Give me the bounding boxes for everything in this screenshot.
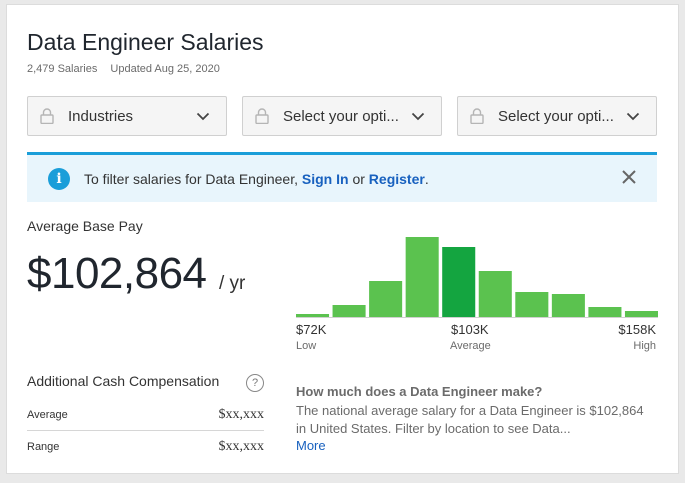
row-divider: [27, 430, 264, 431]
average-base-pay-label: Average Base Pay: [27, 218, 143, 234]
industries-dropdown[interactable]: Industries: [27, 96, 227, 136]
row-value: $xx,xxx: [218, 439, 265, 454]
tick-average-label: Average: [450, 340, 491, 352]
register-link[interactable]: Register: [368, 170, 425, 187]
row-label: Range: [27, 441, 60, 453]
info-icon: i: [48, 167, 70, 190]
tick-average-value: $103K: [451, 322, 489, 337]
histogram-bar: [369, 281, 403, 317]
updated-date: Updated Aug 25, 2020: [110, 63, 220, 75]
industries-dropdown-label: Industries: [68, 107, 134, 125]
tick-high-label: High: [633, 340, 656, 352]
salary-histogram: [296, 237, 658, 317]
page-title: Data Engineer Salaries: [27, 29, 264, 55]
banner-text: .: [424, 170, 429, 187]
option-dropdown-1[interactable]: Select your opti...: [242, 96, 442, 136]
sign-in-link[interactable]: Sign In: [301, 170, 349, 187]
lock-icon: [470, 108, 484, 124]
faq-question: How much does a Data Engineer make?: [296, 384, 543, 399]
banner-text: To filter salaries for Data Engineer,: [84, 170, 302, 187]
faq-answer: The national average salary for a Data E…: [296, 403, 644, 436]
help-icon[interactable]: ?: [246, 374, 264, 392]
salary-meta: 2,479 Salaries Updated Aug 25, 2020: [27, 63, 220, 75]
tick-low-label: Low: [296, 340, 317, 352]
histogram-bar: [478, 271, 512, 317]
more-link[interactable]: More: [296, 438, 326, 453]
histogram-bar: [405, 237, 439, 317]
chevron-down-icon: [196, 112, 210, 121]
histogram-bar: [332, 305, 366, 317]
row-label: Average: [27, 409, 68, 421]
histogram-bar: [515, 292, 549, 317]
row-value: $xx,xxx: [218, 407, 265, 422]
histogram-bar: [551, 294, 585, 317]
lock-icon: [255, 108, 269, 124]
pay-unit: / yr: [219, 273, 246, 294]
additional-cash-label: Additional Cash Compensation: [27, 373, 220, 389]
histogram-bar: [588, 307, 622, 317]
chevron-down-icon: [626, 112, 640, 121]
close-icon[interactable]: [619, 167, 639, 187]
average-cash-row: Average $xx,xxx: [27, 407, 265, 422]
option-dropdown-1-label: Select your opti...: [283, 107, 399, 125]
option-dropdown-2[interactable]: Select your opti...: [457, 96, 657, 136]
salary-count: 2,479 Salaries: [27, 63, 98, 75]
tick-low-value: $72K: [296, 322, 327, 337]
histogram-bar: [296, 314, 330, 317]
histogram-bar: [442, 247, 476, 317]
range-cash-row: Range $xx,xxx: [27, 439, 265, 454]
histogram-axis: [296, 317, 658, 318]
tick-high-value: $158K: [618, 322, 656, 337]
sign-in-banner: i To filter salaries for Data Engineer, …: [27, 152, 657, 202]
average-base-pay-value: $102,864: [27, 249, 207, 298]
lock-icon: [40, 108, 54, 124]
chevron-down-icon: [411, 112, 425, 121]
banner-message: To filter salaries for Data Engineer, Si…: [84, 171, 429, 187]
banner-text: or: [348, 170, 369, 187]
salary-card: Data Engineer Salaries 2,479 Salaries Up…: [6, 4, 679, 474]
histogram-bar: [624, 311, 658, 317]
option-dropdown-2-label: Select your opti...: [498, 107, 614, 125]
